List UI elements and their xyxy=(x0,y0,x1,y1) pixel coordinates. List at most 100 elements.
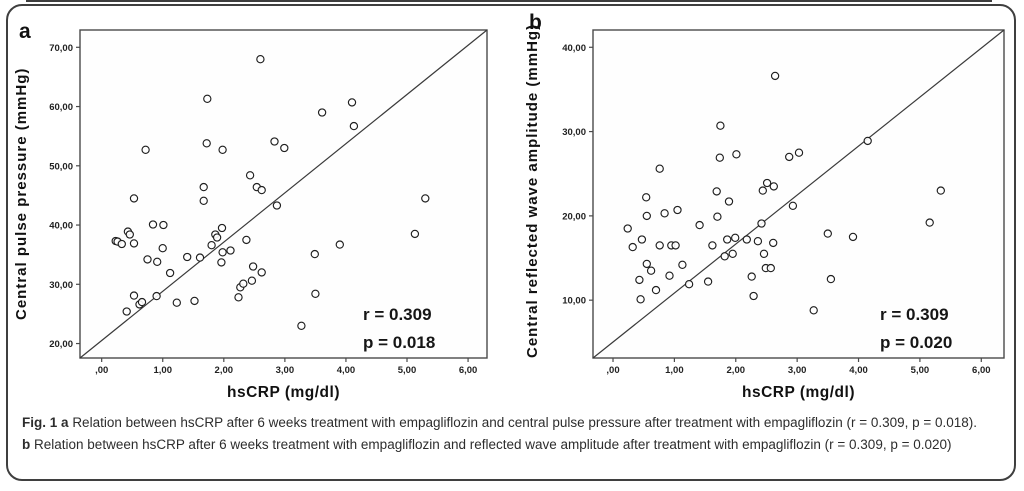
data-point xyxy=(758,186,767,195)
x-tick-label: 1,00 xyxy=(153,365,172,376)
data-point xyxy=(202,139,211,148)
data-point xyxy=(137,297,147,307)
data-point xyxy=(270,137,279,146)
data-point xyxy=(172,298,181,307)
data-point xyxy=(809,306,818,315)
x-tick-label: 4,00 xyxy=(849,365,868,376)
data-point xyxy=(347,98,357,107)
y-tick-label: 10,00 xyxy=(562,296,586,307)
data-point xyxy=(247,276,257,285)
data-point xyxy=(749,291,758,301)
data-point xyxy=(713,212,722,221)
data-point xyxy=(742,235,751,244)
data-point xyxy=(297,321,306,330)
data-point xyxy=(148,220,158,229)
data-point xyxy=(129,291,139,300)
data-point xyxy=(117,239,126,249)
panel-a-p-value: p = 0.018 xyxy=(363,333,436,352)
figure-border xyxy=(6,4,1016,481)
data-point xyxy=(703,277,713,286)
data-point xyxy=(712,187,721,196)
data-point xyxy=(628,242,637,252)
x-tick-label: 5,00 xyxy=(911,365,930,376)
data-point xyxy=(245,171,255,180)
y-tick-label: 20,00 xyxy=(49,339,73,350)
data-point xyxy=(637,235,647,244)
data-point xyxy=(143,255,152,264)
data-point xyxy=(757,219,766,228)
panel-b-correlation-annotation: r = 0.309 p = 0.020 xyxy=(880,301,952,357)
y-tick-label: 50,00 xyxy=(49,161,73,172)
data-point xyxy=(766,263,775,273)
data-point xyxy=(217,258,226,267)
data-point xyxy=(226,246,235,255)
data-point xyxy=(732,150,741,159)
panel-a-y-axis-title: Central pulse pressure (mmHg) xyxy=(13,67,30,321)
data-point xyxy=(158,244,167,253)
y-tick-label: 70,00 xyxy=(49,43,73,54)
x-tick-label: ,00 xyxy=(606,365,619,376)
data-point xyxy=(280,143,289,153)
caption-panel-a-text: Relation between hsCRP after 6 weeks tre… xyxy=(72,415,978,430)
data-point xyxy=(635,275,644,285)
x-tick-label: 1,00 xyxy=(665,365,684,376)
y-tick-label: 30,00 xyxy=(562,127,586,138)
data-point xyxy=(684,280,694,289)
data-point xyxy=(152,291,161,301)
data-point xyxy=(159,220,168,230)
data-point xyxy=(199,182,208,192)
panel-b-y-axis-title: Central reflected wave amplitude (mmHg) xyxy=(524,23,541,358)
data-point xyxy=(642,193,651,202)
data-point xyxy=(195,253,205,262)
data-point xyxy=(153,257,162,266)
x-tick-label: 5,00 xyxy=(398,365,417,376)
data-point xyxy=(272,201,282,210)
data-point xyxy=(678,260,687,269)
data-point xyxy=(190,296,199,306)
data-point xyxy=(141,145,150,154)
data-point xyxy=(665,271,674,280)
data-point xyxy=(769,238,778,248)
y-tick-label: 60,00 xyxy=(49,102,73,113)
data-point xyxy=(636,295,645,304)
y-tick-label: 20,00 xyxy=(562,211,586,222)
data-point xyxy=(256,55,265,64)
data-point xyxy=(747,272,756,281)
caption-panel-a-marker: a xyxy=(61,415,69,430)
data-point xyxy=(655,241,664,250)
panel-a-label: a xyxy=(19,20,31,43)
data-point xyxy=(731,233,740,242)
y-tick-label: 40,00 xyxy=(562,43,586,54)
data-point xyxy=(242,235,251,245)
figure-caption: Fig. 1 a Relation between hsCRP after 6 … xyxy=(22,412,980,455)
data-point xyxy=(753,237,763,246)
panel-a-correlation-annotation: r = 0.309 p = 0.018 xyxy=(363,301,435,357)
data-point xyxy=(925,218,934,227)
x-tick-label: 3,00 xyxy=(788,365,807,376)
panel-b-label: b xyxy=(529,11,542,34)
data-point xyxy=(218,145,227,154)
identity-line xyxy=(79,29,488,359)
data-point xyxy=(759,249,769,258)
data-point xyxy=(239,279,248,288)
x-tick-label: ,00 xyxy=(95,365,108,376)
data-point xyxy=(642,259,651,269)
data-point xyxy=(311,289,320,298)
data-point xyxy=(646,266,656,275)
y-tick-label: 30,00 xyxy=(49,280,73,291)
data-point xyxy=(129,194,139,203)
data-point xyxy=(785,152,794,162)
data-point xyxy=(655,164,664,173)
data-point xyxy=(217,223,227,233)
data-point xyxy=(936,186,945,195)
caption-fig-number: Fig. 1 xyxy=(22,415,58,430)
y-tick-label: 40,00 xyxy=(49,221,73,232)
data-point xyxy=(623,224,632,233)
data-point xyxy=(199,196,208,205)
data-point xyxy=(716,121,725,130)
data-point xyxy=(720,252,729,261)
data-point xyxy=(257,268,266,277)
x-tick-label: 2,00 xyxy=(215,365,234,376)
data-point xyxy=(207,241,216,250)
